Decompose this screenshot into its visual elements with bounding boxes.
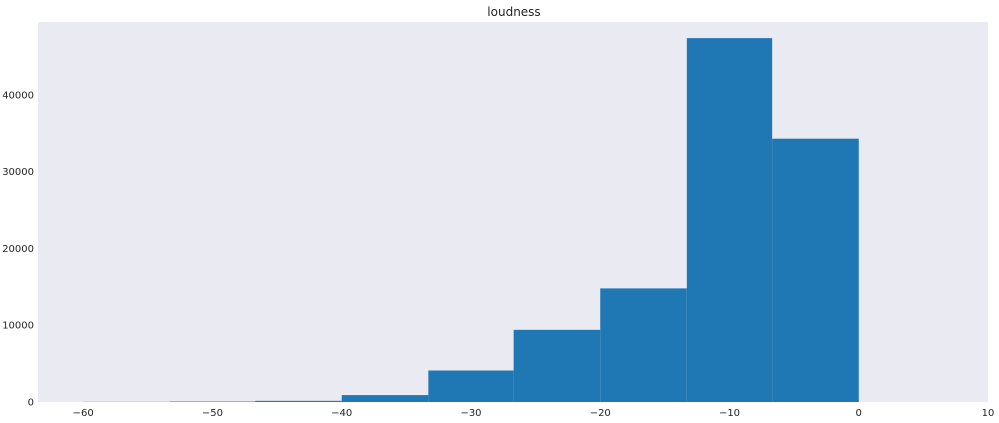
x-tick-label: 0 bbox=[856, 408, 862, 419]
y-tick-label: 20000 bbox=[2, 244, 34, 255]
x-tick-label: −60 bbox=[73, 408, 94, 419]
x-tick-label: −30 bbox=[460, 408, 481, 419]
histogram-bar-8 bbox=[772, 138, 859, 402]
histogram-bar-4 bbox=[428, 370, 514, 402]
histogram-bar-2 bbox=[255, 400, 342, 402]
x-axis: −60 −50 −40 −30 −20 −10 0 10 bbox=[73, 408, 995, 419]
chart-title: loudness bbox=[487, 5, 540, 19]
y-tick-label: 40000 bbox=[2, 90, 34, 101]
x-tick-label: −40 bbox=[331, 408, 352, 419]
histogram-bar-7 bbox=[686, 38, 773, 402]
x-tick-label: −50 bbox=[202, 408, 223, 419]
histogram-bar-3 bbox=[341, 395, 429, 402]
x-tick-label: −20 bbox=[590, 408, 611, 419]
x-tick-label: −10 bbox=[719, 408, 740, 419]
x-tick-label: 10 bbox=[982, 408, 995, 419]
histogram-bar-6 bbox=[600, 288, 687, 402]
y-tick-label: 0 bbox=[28, 398, 34, 409]
y-tick-label: 30000 bbox=[2, 167, 34, 178]
y-tick-label: 10000 bbox=[2, 321, 34, 332]
y-axis: 0 10000 20000 30000 40000 bbox=[2, 90, 34, 408]
histogram-bar-5 bbox=[513, 329, 601, 402]
bars-group bbox=[83, 38, 859, 402]
